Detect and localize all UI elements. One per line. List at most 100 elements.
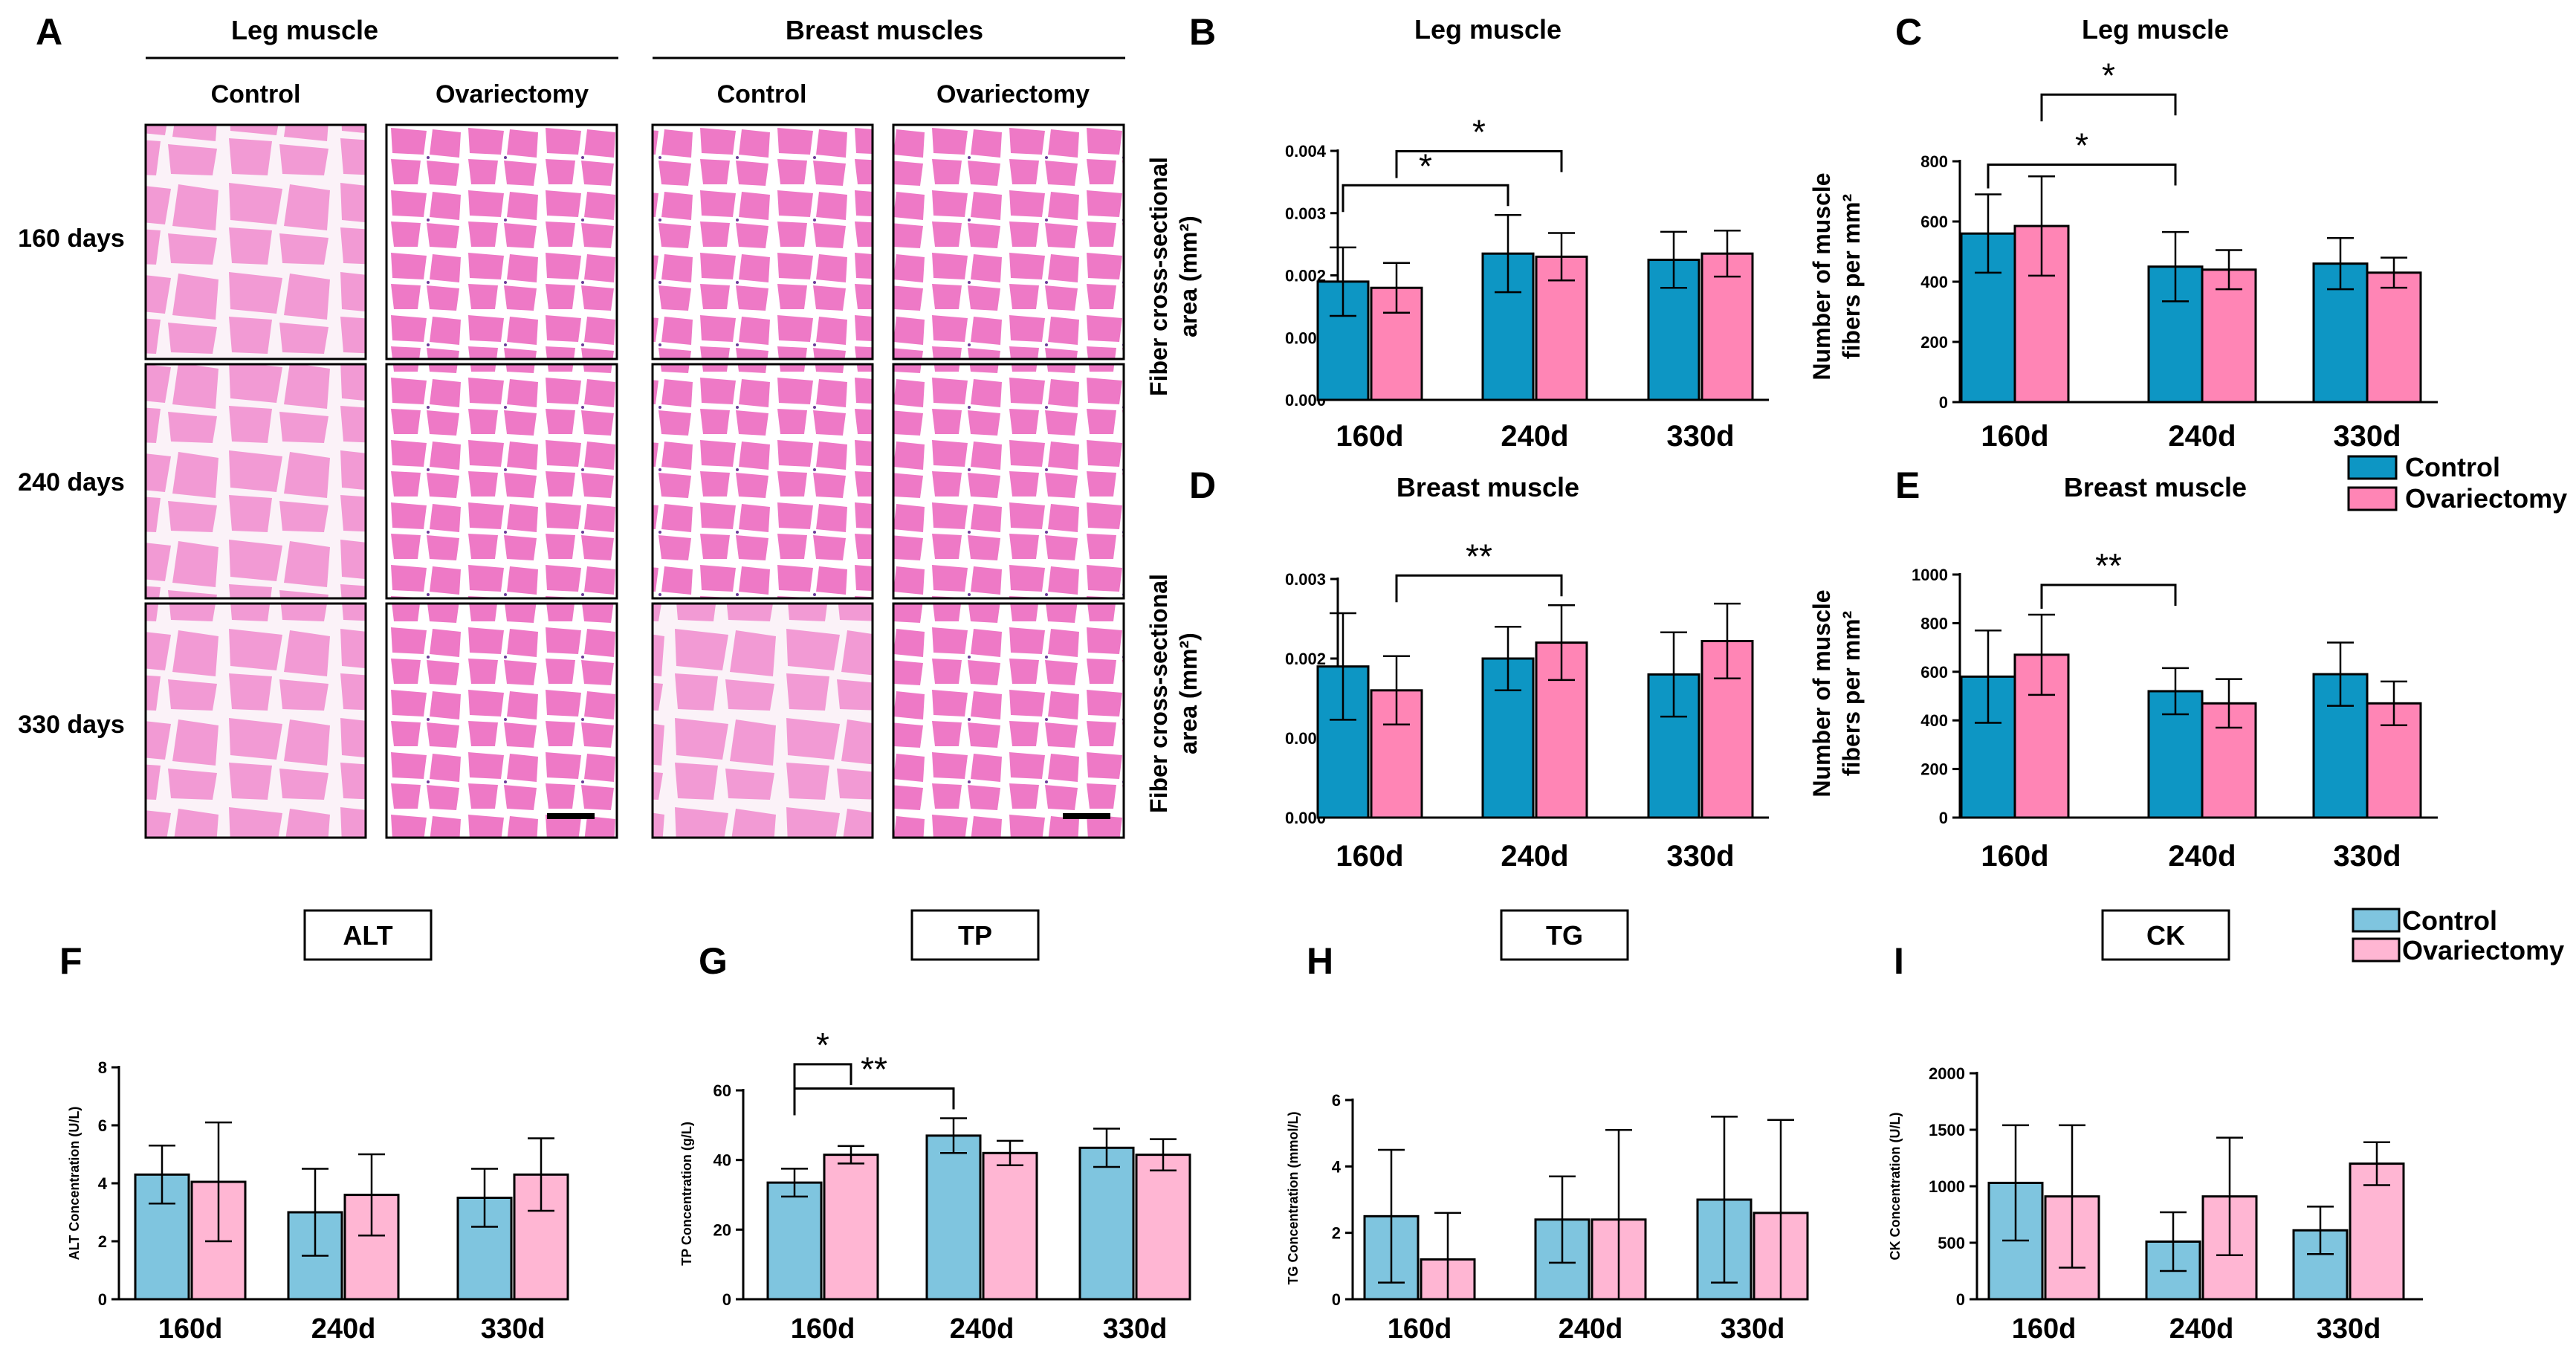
legend-label-control: Control xyxy=(2405,452,2500,482)
x-tick-label: 240d xyxy=(2169,1313,2234,1345)
chart-title: Leg muscle xyxy=(1414,14,1562,45)
significance-label: ** xyxy=(1466,537,1492,575)
y-tick-label: 4 xyxy=(1332,1157,1342,1176)
y-tick-label: 0 xyxy=(722,1290,731,1309)
significance-label: * xyxy=(2075,126,2088,165)
row-label-240: 240 days xyxy=(18,468,125,497)
panel-letter-a: A xyxy=(36,11,62,53)
y-axis-label: fibers per mm² xyxy=(1838,611,1865,776)
panel-letter-e: E xyxy=(1895,465,1920,506)
x-tick-label: 240d xyxy=(1559,1313,1623,1345)
y-tick-label: 4 xyxy=(98,1174,108,1193)
significance-label: * xyxy=(1419,146,1432,185)
histology-image-leg-ovx-240 xyxy=(385,363,618,600)
y-tick-label: 600 xyxy=(1920,213,1948,231)
y-tick-label: 60 xyxy=(713,1081,731,1100)
x-tick-label: 240d xyxy=(1501,840,1568,873)
column-label-leg-ovx: Ovariectomy xyxy=(436,80,589,109)
chart-h: H TG 0 2 4 6 TG Concentration (mmol/L) 160d 240d… xyxy=(1286,909,1809,1345)
x-tick-label: 240d xyxy=(311,1313,376,1345)
histology-image-breast-control-330 xyxy=(651,602,874,839)
histology-image-breast-ovx-240 xyxy=(892,363,1125,600)
y-tick-label: 0.003 xyxy=(1285,204,1326,223)
row-label-160: 160 days xyxy=(18,224,125,253)
chart-g: G TP 0 20 40 60 TP Concentration (g/L) 160d 240d… xyxy=(679,909,1191,1345)
y-tick-label: 200 xyxy=(1920,333,1948,352)
bar-control-330d xyxy=(1078,1146,1135,1301)
significance-label: ** xyxy=(861,1049,887,1088)
bar-ovariectomy-330d xyxy=(2366,271,2422,404)
x-tick-label: 160d xyxy=(1981,420,2048,453)
y-tick-label: 0.002 xyxy=(1285,650,1326,668)
charts-layer: B Leg muscle0.0000.0010.0020.0030.004Fibe… xyxy=(59,11,2438,1345)
panel-letter-f: F xyxy=(59,940,82,982)
significance-bracket xyxy=(2040,93,2177,122)
histology-image-breast-ovx-160 xyxy=(892,123,1125,360)
y-tick-label: 20 xyxy=(713,1220,731,1239)
panel-letter-g: G xyxy=(699,940,728,982)
significance-bracket xyxy=(1395,150,1563,178)
legend-swatch-control xyxy=(2347,455,2398,480)
chart-title: TG xyxy=(1546,920,1583,951)
y-tick-label: 6 xyxy=(1332,1091,1341,1110)
y-tick-label: 0 xyxy=(1956,1290,1965,1309)
significance-bracket xyxy=(793,1063,852,1091)
x-tick-label: 240d xyxy=(2168,840,2236,873)
y-axis-label: area (mm²) xyxy=(1175,216,1202,337)
y-tick-label: 0.003 xyxy=(1285,570,1326,589)
y-tick-label: 0 xyxy=(1939,393,1948,412)
group-label-breast: Breast muscles xyxy=(786,15,983,45)
y-tick-label: 1000 xyxy=(1912,566,1948,584)
y-tick-label: 8 xyxy=(98,1058,107,1077)
y-axis-label: Number of muscle xyxy=(1808,172,1835,380)
chart-title: Leg muscle xyxy=(2082,14,2229,45)
significance-label: * xyxy=(816,1026,829,1064)
x-tick-label: 240d xyxy=(2168,420,2236,453)
x-tick-label: 240d xyxy=(1501,420,1568,453)
y-tick-label: 0 xyxy=(98,1290,107,1309)
chart-i: I CK 0 500 1000 1500 2000 CK Concentration (U/L… xyxy=(1888,909,2423,1345)
bar-ovariectomy-160d xyxy=(823,1154,879,1301)
y-tick-label: 600 xyxy=(1920,663,1948,682)
panel-letter-b: B xyxy=(1189,11,1216,53)
x-tick-label: 330d xyxy=(1103,1313,1168,1345)
chart-title: ALT xyxy=(343,920,392,951)
legend-label-ovariectomy: Ovariectomy xyxy=(2402,935,2564,966)
legend-label-ovariectomy: Ovariectomy xyxy=(2405,483,2567,514)
x-tick-label: 330d xyxy=(2317,1313,2381,1345)
bar-ovariectomy-240d xyxy=(982,1151,1038,1301)
x-tick-label: 160d xyxy=(1336,420,1403,453)
y-axis-label: area (mm²) xyxy=(1175,633,1202,754)
y-tick-label: 200 xyxy=(1920,760,1948,779)
y-axis-label: fibers per mm² xyxy=(1838,194,1865,359)
y-tick-label: 400 xyxy=(1920,711,1948,730)
chart-d: D Breast muscle0.0000.0010.0020.003Fiber … xyxy=(1145,465,1769,873)
x-tick-label: 160d xyxy=(1981,840,2048,873)
row-label-330: 330 days xyxy=(18,711,125,739)
y-axis-label: Fiber cross-sectional xyxy=(1145,157,1172,396)
x-tick-label: 160d xyxy=(791,1313,855,1345)
x-tick-label: 160d xyxy=(2012,1313,2077,1345)
chart-title-box xyxy=(2101,909,2230,961)
column-label-leg-control: Control xyxy=(211,80,301,109)
x-tick-label: 240d xyxy=(950,1313,1014,1345)
bar-ovariectomy-240d xyxy=(2201,268,2257,404)
panel-letter-d: D xyxy=(1189,465,1216,506)
y-tick-label: 0.004 xyxy=(1285,142,1327,161)
y-tick-label: 500 xyxy=(1938,1234,1965,1252)
y-tick-label: 1000 xyxy=(1929,1177,1965,1196)
y-axis-label: TG Concentration (mmol/L) xyxy=(1286,1112,1301,1285)
y-axis-label: Fiber cross-sectional xyxy=(1145,574,1172,813)
significance-bracket xyxy=(1342,184,1509,213)
legend-bottom: Control Ovariectomy xyxy=(2352,905,2564,966)
x-tick-label: 330d xyxy=(1721,1313,1785,1345)
x-tick-label: 160d xyxy=(1388,1313,1452,1345)
legend-swatch-ovariectomy xyxy=(2347,486,2398,511)
y-tick-label: 2 xyxy=(1332,1224,1341,1243)
y-tick-label: 400 xyxy=(1920,273,1948,291)
histology-image-breast-control-160 xyxy=(651,123,874,360)
x-tick-label: 160d xyxy=(1336,840,1403,873)
y-axis-label: Number of muscle xyxy=(1808,589,1835,797)
legend-swatch-ovariectomy xyxy=(2352,937,2401,963)
